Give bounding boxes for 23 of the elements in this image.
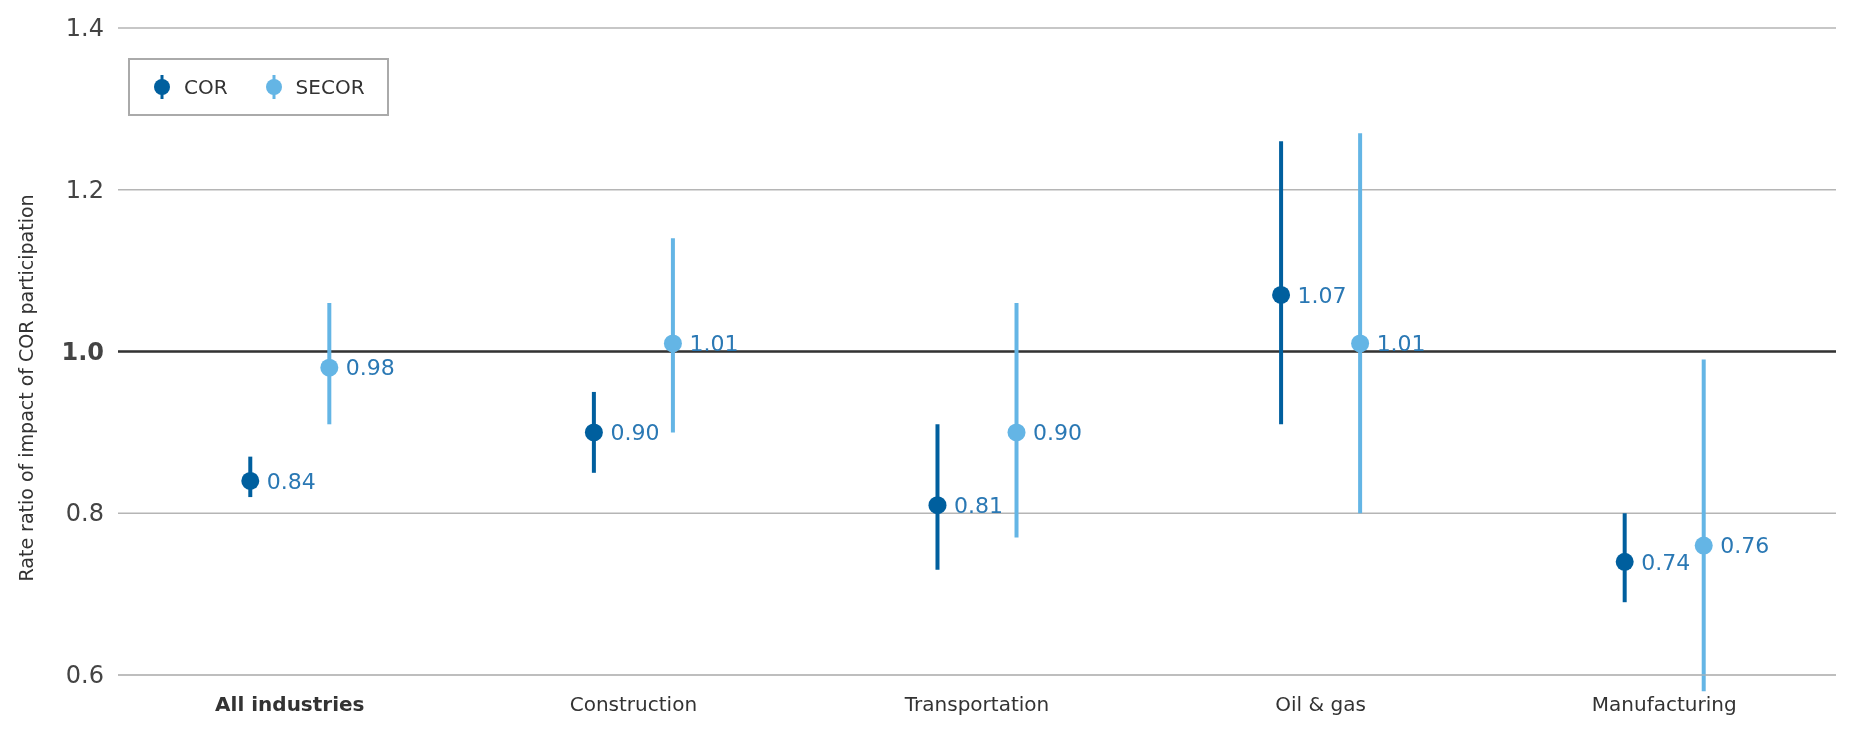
data-label: 0.90	[610, 420, 660, 446]
data-label: 0.98	[345, 355, 395, 381]
y-axis-title: Rate ratio of impact of COR participation	[14, 194, 37, 582]
x-tick-label: Construction	[569, 692, 698, 716]
x-tick-label: Oil & gas	[1275, 692, 1366, 716]
data-label: 1.07	[1297, 282, 1347, 308]
data-label: 0.74	[1641, 549, 1691, 575]
x-tick-label: All industries	[215, 692, 365, 716]
data-label: 0.81	[954, 492, 1003, 518]
data-label: 0.76	[1720, 533, 1770, 559]
data-label: 0.90	[1033, 420, 1083, 446]
y-tick-label: 1.0	[61, 337, 104, 366]
data-label: 0.84	[266, 468, 316, 494]
legend-label: COR	[184, 75, 228, 99]
y-tick-label: 0.8	[65, 499, 104, 528]
legend-label: SECOR	[295, 75, 365, 99]
data-label: 1.01	[689, 331, 739, 357]
x-tick-label: Manufacturing	[1591, 692, 1737, 716]
y-tick-label: 1.4	[65, 14, 104, 42]
data-label: 1.01	[1376, 331, 1426, 357]
y-tick-label: 1.2	[65, 175, 104, 204]
x-tick-label: Transportation	[903, 692, 1050, 716]
y-tick-label: 0.6	[65, 661, 104, 689]
